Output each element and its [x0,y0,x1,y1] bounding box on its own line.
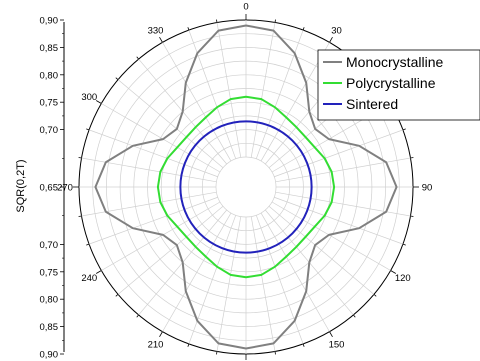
grid-spoke [81,157,217,183]
angular-tick-mark [159,36,163,43]
angular-tick-label: 240 [81,273,97,284]
grid-spoke [216,22,242,158]
grid-spoke [271,201,391,271]
grid-spoke [81,191,217,217]
angular-tick-mark [216,351,218,355]
angular-tick-mark [274,19,276,23]
angular-tick-mark [95,100,102,104]
angular-tick-mark [187,27,190,31]
angular-tick-mark [402,243,406,246]
angular-tick-label: 150 [329,339,345,350]
grid-circle-inner [215,156,277,218]
angular-tick-mark [329,36,333,43]
legend-box [317,49,480,121]
angular-tick-mark [159,331,163,338]
radial-tick-label: 0,85 [40,43,59,54]
series-polycrystalline-line [156,95,336,279]
radial-tick-label: 0,80 [40,295,59,306]
grid-spoke [274,196,404,245]
grid-spoke [250,22,276,158]
radial-tick-label: 0,90 [40,16,59,27]
grid-spoke [275,191,411,217]
radial-tick-label: 0,85 [40,322,59,333]
angular-tick-label: 30 [331,26,342,37]
angular-tick-label: 300 [81,92,97,103]
angular-tick-mark [136,56,139,60]
angular-tick-mark [86,128,90,131]
grid-spoke [275,157,411,183]
radial-tick-label: 0,80 [40,70,59,81]
grid-spoke [117,206,224,295]
series-monocrystalline-line [94,24,398,350]
grid-spoke [255,215,304,345]
angular-tick-mark [402,128,406,131]
grid-spoke [162,212,232,332]
legend-label: Polycrystalline [346,75,436,91]
angular-tick-mark [115,77,119,80]
radial-tick-label: 0,65 [40,183,59,194]
radial-tick-label: 0,70 [40,125,59,136]
angular-tick-mark [302,343,305,347]
series-sintered-line [179,120,313,254]
angular-tick-mark [302,27,305,31]
grid-spoke [216,216,242,352]
angular-tick-mark [216,19,218,23]
y-axis-label: SQR(0,2T) [15,159,27,212]
grid-spoke [101,201,221,271]
angular-tick-mark [390,270,397,274]
angular-tick-label: 120 [395,273,411,284]
grid-spoke [101,103,221,173]
polar-grid [73,14,419,360]
angular-tick-mark [410,157,414,159]
grid-spoke [88,129,218,178]
grid-spoke [268,206,375,295]
angular-tick-mark [95,270,102,274]
angular-tick-mark [353,314,356,318]
radial-tick-label: 0,70 [40,240,59,251]
angular-tick-label: 270 [57,183,73,194]
angular-tick-label: 330 [148,26,164,37]
angular-tick-mark [78,215,82,217]
grid-spoke [260,212,330,332]
legend: Monocrystalline Polycrystalline Sintered [317,49,480,121]
radial-tick-label: 0,90 [40,350,59,361]
grid-spoke [274,129,404,178]
grid-spoke [250,216,276,352]
grid-spoke [255,29,304,159]
angular-tick-mark [187,343,190,347]
angular-tick-mark [115,294,119,297]
angular-tick-labels: 03090120150180210240270300330 [57,2,433,351]
angular-tick-mark [373,294,377,297]
radial-axis: 0,90 0,85 0,80 0,75 0,70 0,65 0,70 0,75 0,80 0,85… [40,16,65,361]
legend-label: Monocrystalline [346,54,443,70]
grid-spoke [188,215,237,345]
angular-tick-mark [136,314,139,318]
angular-tick-mark [329,331,333,338]
angular-tick-mark [410,215,414,217]
angular-tick-mark [78,157,82,159]
angular-tick-mark [86,243,90,246]
angular-tick-label: 210 [148,339,164,350]
angular-tick-label: 90 [422,183,433,194]
legend-label: Sintered [346,96,398,112]
radial-tick-label: 0,75 [40,98,59,109]
angular-tick-mark [274,351,276,355]
grid-spoke [188,29,237,159]
angular-tick-label: 0 [243,2,248,13]
series-lines [94,24,398,350]
grid-spoke [88,196,218,245]
grid-spoke [162,42,232,162]
grid-spoke [117,79,224,168]
radial-tick-label: 0,75 [40,267,59,278]
